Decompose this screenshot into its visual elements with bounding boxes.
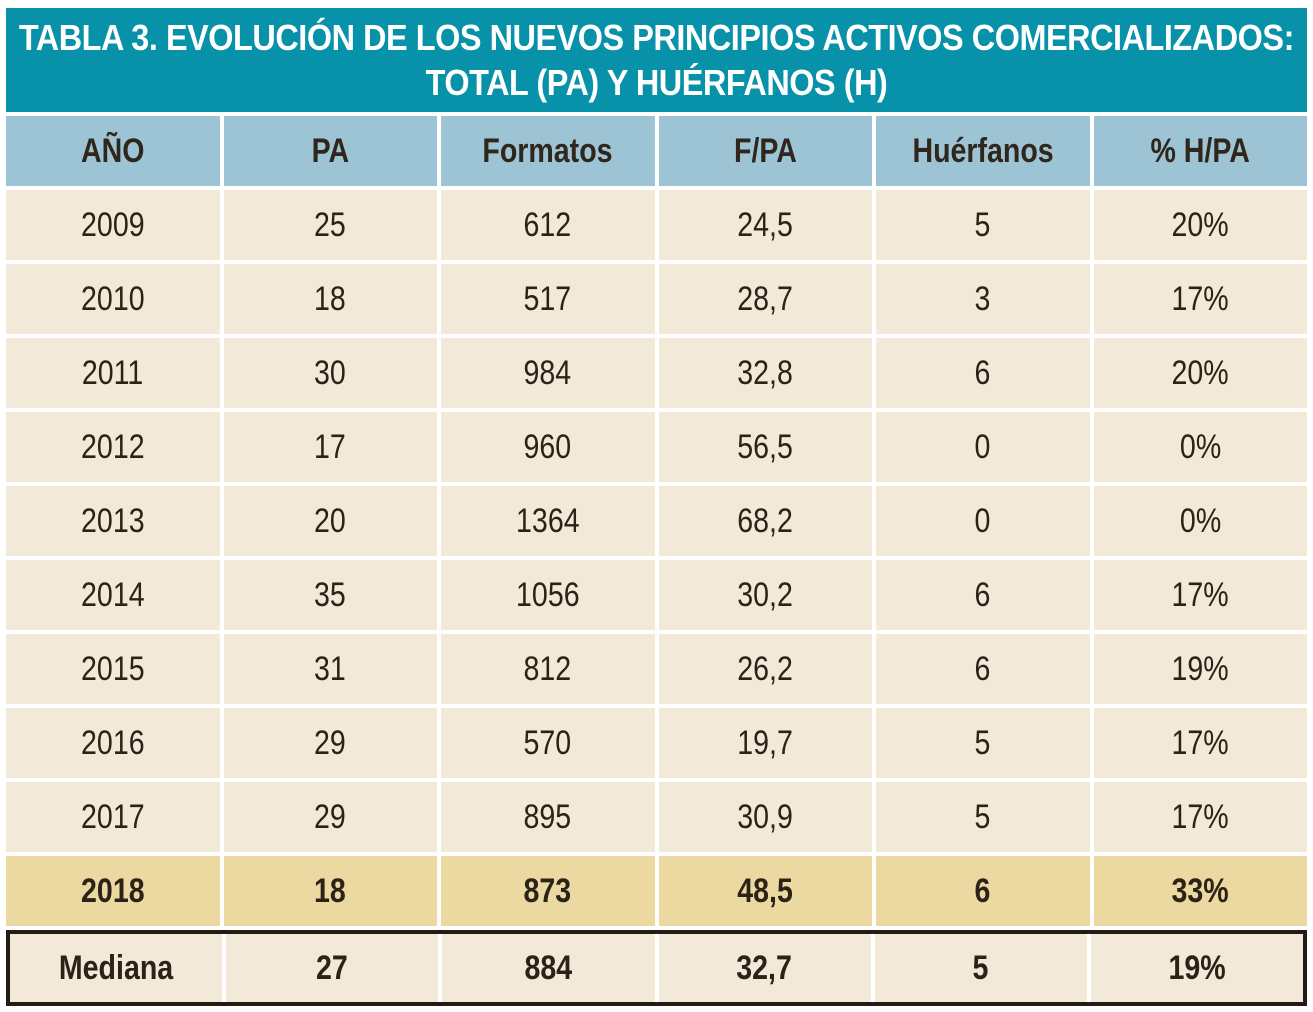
column-header-f-pa: F/PA xyxy=(658,116,872,186)
column-header-pct-h-pa: % H/PA xyxy=(1093,116,1307,186)
column-header-formatos: Formatos xyxy=(441,116,655,186)
table-cell: 0 xyxy=(876,412,1090,482)
table-cell: 2010 xyxy=(6,264,220,334)
table-row: 2014 35 1056 30,2 6 17% xyxy=(6,560,1307,630)
table-row-mediana: Mediana 27 884 32,7 5 19% xyxy=(6,930,1307,1006)
table-cell: 18 xyxy=(223,264,437,334)
table-cell: 17% xyxy=(1093,782,1307,852)
table-cell: 1364 xyxy=(441,486,655,556)
table-cell: 2014 xyxy=(6,560,220,630)
table-row-2018: 2018 18 873 48,5 6 33% xyxy=(6,856,1307,926)
table-cell: 30 xyxy=(223,338,437,408)
table-cell: 0% xyxy=(1093,412,1307,482)
table-cell: 6 xyxy=(876,338,1090,408)
table-cell: 2016 xyxy=(6,708,220,778)
table-cell: 19% xyxy=(1090,934,1303,1002)
table-cell: 6 xyxy=(876,634,1090,704)
table-cell: 25 xyxy=(223,190,437,260)
table-cell: 2009 xyxy=(6,190,220,260)
table-cell: 35 xyxy=(223,560,437,630)
table-cell: Mediana xyxy=(10,934,223,1002)
table-row: 2011 30 984 32,8 6 20% xyxy=(6,338,1307,408)
table-cell: 33% xyxy=(1093,856,1307,926)
data-table: AÑO PA Formatos F/PA Huérfanos % H/PA 20… xyxy=(6,116,1307,1006)
table-cell: 6 xyxy=(876,560,1090,630)
table-cell: 28,7 xyxy=(658,264,872,334)
table-cell: 2012 xyxy=(6,412,220,482)
table-cell: 5 xyxy=(876,782,1090,852)
table-cell: 960 xyxy=(441,412,655,482)
table-cell: 19,7 xyxy=(658,708,872,778)
table-cell: 3 xyxy=(876,264,1090,334)
column-header-huerfanos: Huérfanos xyxy=(876,116,1090,186)
table-cell: 29 xyxy=(223,782,437,852)
table-cell: 17% xyxy=(1093,708,1307,778)
table-cell: 2013 xyxy=(6,486,220,556)
title-line-2: TOTAL (PA) Y HUÉRFANOS (H) xyxy=(425,62,888,103)
table-cell: 5 xyxy=(876,708,1090,778)
table-cell: 17% xyxy=(1093,264,1307,334)
table-cell: 873 xyxy=(441,856,655,926)
table-cell: 27 xyxy=(226,934,439,1002)
table-row: 2013 20 1364 68,2 0 0% xyxy=(6,486,1307,556)
header-row: AÑO PA Formatos F/PA Huérfanos % H/PA xyxy=(6,116,1307,186)
table-cell: 18 xyxy=(223,856,437,926)
table-cell: 17 xyxy=(223,412,437,482)
table-cell: 56,5 xyxy=(658,412,872,482)
table-row: 2017 29 895 30,9 5 17% xyxy=(6,782,1307,852)
table-cell: 895 xyxy=(441,782,655,852)
table-cell: 517 xyxy=(441,264,655,334)
table-cell: 29 xyxy=(223,708,437,778)
table-cell: 32,7 xyxy=(658,934,871,1002)
table-cell: 2015 xyxy=(6,634,220,704)
table-cell: 984 xyxy=(441,338,655,408)
table-cell: 612 xyxy=(441,190,655,260)
table-cell: 24,5 xyxy=(658,190,872,260)
table-cell: 6 xyxy=(876,856,1090,926)
table-cell: 26,2 xyxy=(658,634,872,704)
table-cell: 2017 xyxy=(6,782,220,852)
table-cell: 5 xyxy=(876,190,1090,260)
title-line-1: TABLA 3. EVOLUCIÓN DE LOS NUEVOS PRINCIP… xyxy=(18,17,1295,58)
table-row: 2010 18 517 28,7 3 17% xyxy=(6,264,1307,334)
table-cell: 0% xyxy=(1093,486,1307,556)
table-cell: 2018 xyxy=(6,856,220,926)
table-cell: 2011 xyxy=(6,338,220,408)
table-cell: 0 xyxy=(876,486,1090,556)
table-cell: 20 xyxy=(223,486,437,556)
table-cell: 68,2 xyxy=(658,486,872,556)
table-row: 2016 29 570 19,7 5 17% xyxy=(6,708,1307,778)
column-header-ano: AÑO xyxy=(6,116,220,186)
table-row: 2015 31 812 26,2 6 19% xyxy=(6,634,1307,704)
table-cell: 5 xyxy=(874,934,1087,1002)
table-cell: 884 xyxy=(442,934,655,1002)
table-cell: 17% xyxy=(1093,560,1307,630)
table-cell: 31 xyxy=(223,634,437,704)
table-row: 2009 25 612 24,5 5 20% xyxy=(6,190,1307,260)
table-cell: 1056 xyxy=(441,560,655,630)
table-row: 2012 17 960 56,5 0 0% xyxy=(6,412,1307,482)
table-cell: 30,9 xyxy=(658,782,872,852)
table-cell: 812 xyxy=(441,634,655,704)
table-cell: 20% xyxy=(1093,190,1307,260)
table-cell: 570 xyxy=(441,708,655,778)
column-header-pa: PA xyxy=(223,116,437,186)
table-cell: 19% xyxy=(1093,634,1307,704)
table-body: 2009 25 612 24,5 5 20% 2010 18 517 28,7 … xyxy=(6,190,1307,1006)
table-cell: 32,8 xyxy=(658,338,872,408)
table-cell: 48,5 xyxy=(658,856,872,926)
table-cell: 20% xyxy=(1093,338,1307,408)
table-title: TABLA 3. EVOLUCIÓN DE LOS NUEVOS PRINCIP… xyxy=(6,8,1307,112)
table-cell: 30,2 xyxy=(658,560,872,630)
